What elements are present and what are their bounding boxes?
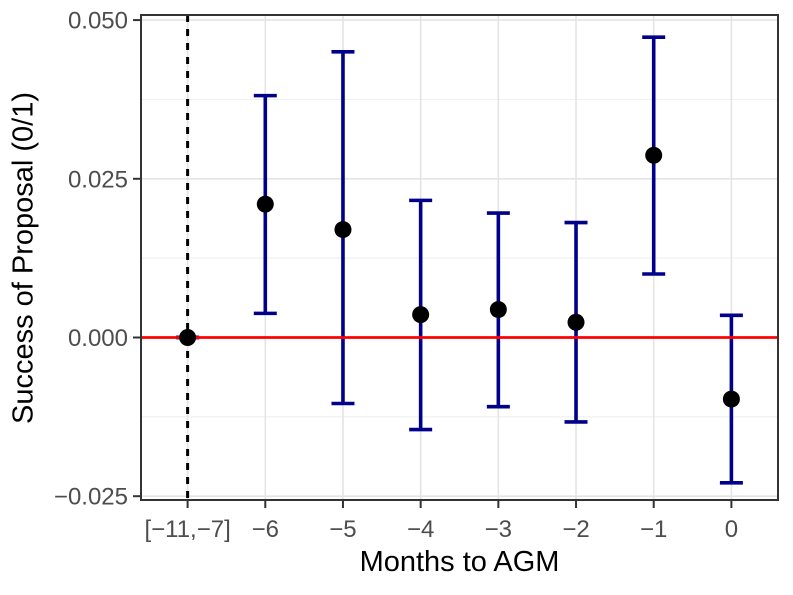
- x-tick-label: [−11,−7]: [144, 516, 230, 543]
- x-axis-title: Months to AGM: [359, 546, 560, 578]
- data-point: [645, 146, 663, 164]
- y-tick-label: −0.025: [54, 484, 128, 511]
- x-tick-label: −4: [407, 516, 434, 543]
- y-tick-label: 0.050: [68, 8, 128, 35]
- data-point: [567, 313, 585, 331]
- x-tick-label: −3: [485, 516, 512, 543]
- panel-border: [140, 14, 779, 501]
- data-point: [412, 306, 430, 324]
- x-tick-label: −1: [640, 516, 667, 543]
- x-tick-label: −5: [329, 516, 356, 543]
- data-point: [334, 221, 352, 239]
- x-tick-label: −2: [562, 516, 589, 543]
- data-point: [722, 390, 740, 408]
- y-tick-label: 0.025: [68, 166, 128, 193]
- data-point: [179, 328, 197, 346]
- x-tick-label: 0: [725, 516, 738, 543]
- data-point: [489, 301, 507, 319]
- data-point: [256, 195, 274, 213]
- x-tick-label: −6: [252, 516, 279, 543]
- y-axis-title: Success of Proposal (0/1): [7, 91, 40, 425]
- y-tick-label: 0.000: [68, 325, 128, 352]
